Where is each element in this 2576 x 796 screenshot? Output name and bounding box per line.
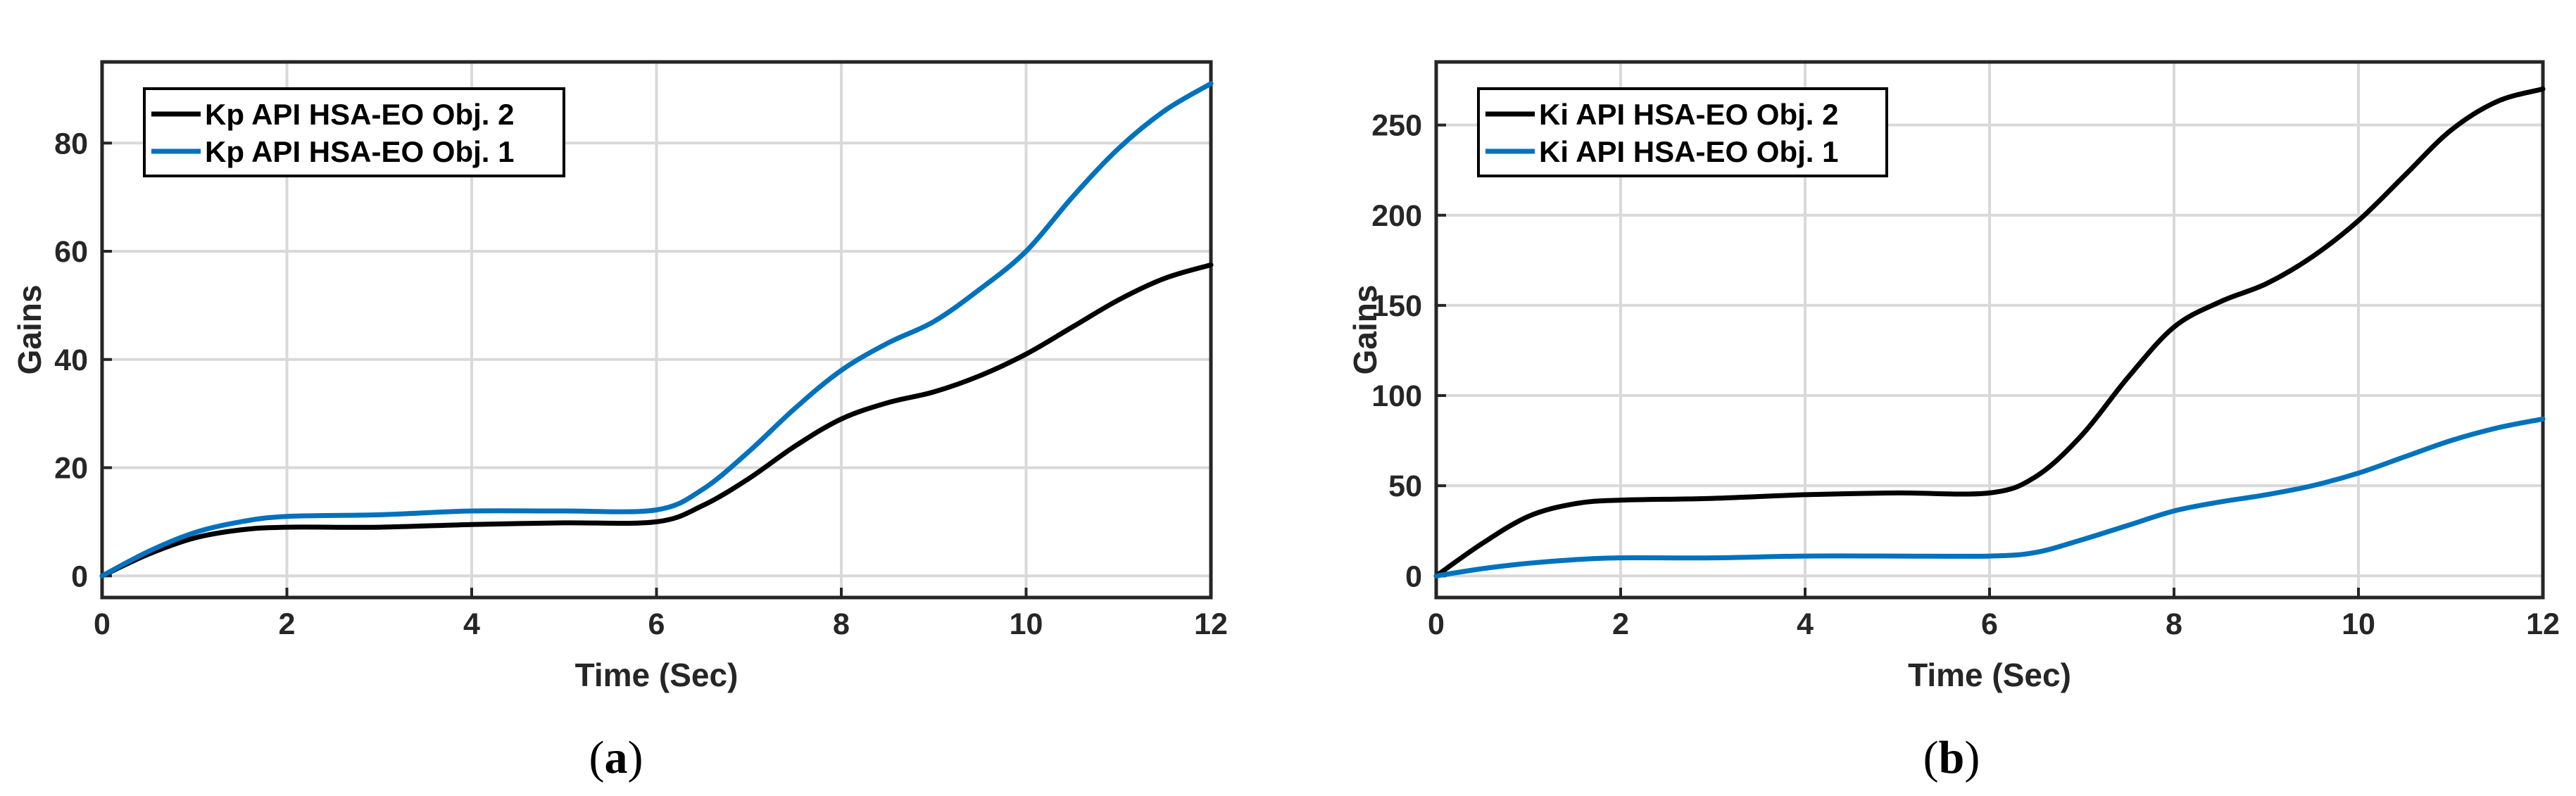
legend-label-1: Kp API HSA-EO Obj. 2 bbox=[205, 98, 514, 131]
chart-panel-b: 0 2 4 6 8 10 12 0 50 100 150 200 250 Time (Sec) Gains K… bbox=[1347, 60, 2560, 783]
x-tick-label: 2 bbox=[279, 607, 296, 641]
y-tick-label: 0 bbox=[1405, 560, 1422, 593]
y-tick-label: 80 bbox=[54, 127, 88, 160]
panel-caption: (a) bbox=[589, 732, 643, 783]
panel-caption: (b) bbox=[1923, 732, 1980, 783]
series-line-1 bbox=[99, 262, 1214, 579]
series-line-2 bbox=[1433, 416, 2546, 579]
x-axis-label: Time (Sec) bbox=[575, 657, 739, 693]
x-tick-label: 6 bbox=[1981, 607, 1998, 641]
series-line-1 bbox=[1433, 86, 2546, 579]
x-tick-label: 0 bbox=[94, 607, 111, 641]
x-tick-label: 10 bbox=[1010, 607, 1043, 641]
y-axis-label: Gains bbox=[1347, 285, 1383, 375]
y-tick-label: 20 bbox=[54, 452, 88, 486]
y-tick-label: 0 bbox=[71, 560, 88, 593]
y-tick-label: 50 bbox=[1388, 469, 1422, 503]
x-tick-label: 4 bbox=[1797, 607, 1814, 641]
x-tick-label: 6 bbox=[648, 607, 665, 641]
series-line-2 bbox=[99, 81, 1214, 579]
legend-box bbox=[1477, 87, 1888, 177]
y-tick-label: 100 bbox=[1371, 379, 1422, 413]
x-tick-label: 12 bbox=[2526, 607, 2560, 641]
legend-label-1: Ki API HSA-EO Obj. 2 bbox=[1539, 98, 1839, 131]
chart-panel-a: 0 2 4 6 8 10 12 0 20 40 60 80 Time (Sec) Gains Kp API … bbox=[11, 60, 1228, 783]
x-tick-label: 2 bbox=[1612, 607, 1629, 641]
y-tick-label: 60 bbox=[54, 235, 88, 269]
y-axis-label: Gains bbox=[11, 285, 48, 375]
legend-label-2: Ki API HSA-EO Obj. 1 bbox=[1539, 135, 1839, 168]
x-axis-label: Time (Sec) bbox=[1908, 657, 2071, 693]
y-tick-label: 200 bbox=[1371, 199, 1422, 233]
y-tick-label: 40 bbox=[54, 343, 88, 377]
legend-label-2: Kp API HSA-EO Obj. 1 bbox=[205, 135, 514, 168]
x-tick-label: 12 bbox=[1194, 607, 1228, 641]
x-tick-label: 0 bbox=[1428, 607, 1445, 641]
y-tick-label: 150 bbox=[1371, 289, 1422, 323]
x-tick-label: 4 bbox=[463, 607, 480, 641]
legend-box bbox=[143, 87, 565, 177]
x-tick-label: 10 bbox=[2342, 607, 2375, 641]
x-tick-label: 8 bbox=[833, 607, 850, 641]
y-tick-label: 250 bbox=[1371, 109, 1422, 143]
x-tick-label: 8 bbox=[2166, 607, 2182, 641]
